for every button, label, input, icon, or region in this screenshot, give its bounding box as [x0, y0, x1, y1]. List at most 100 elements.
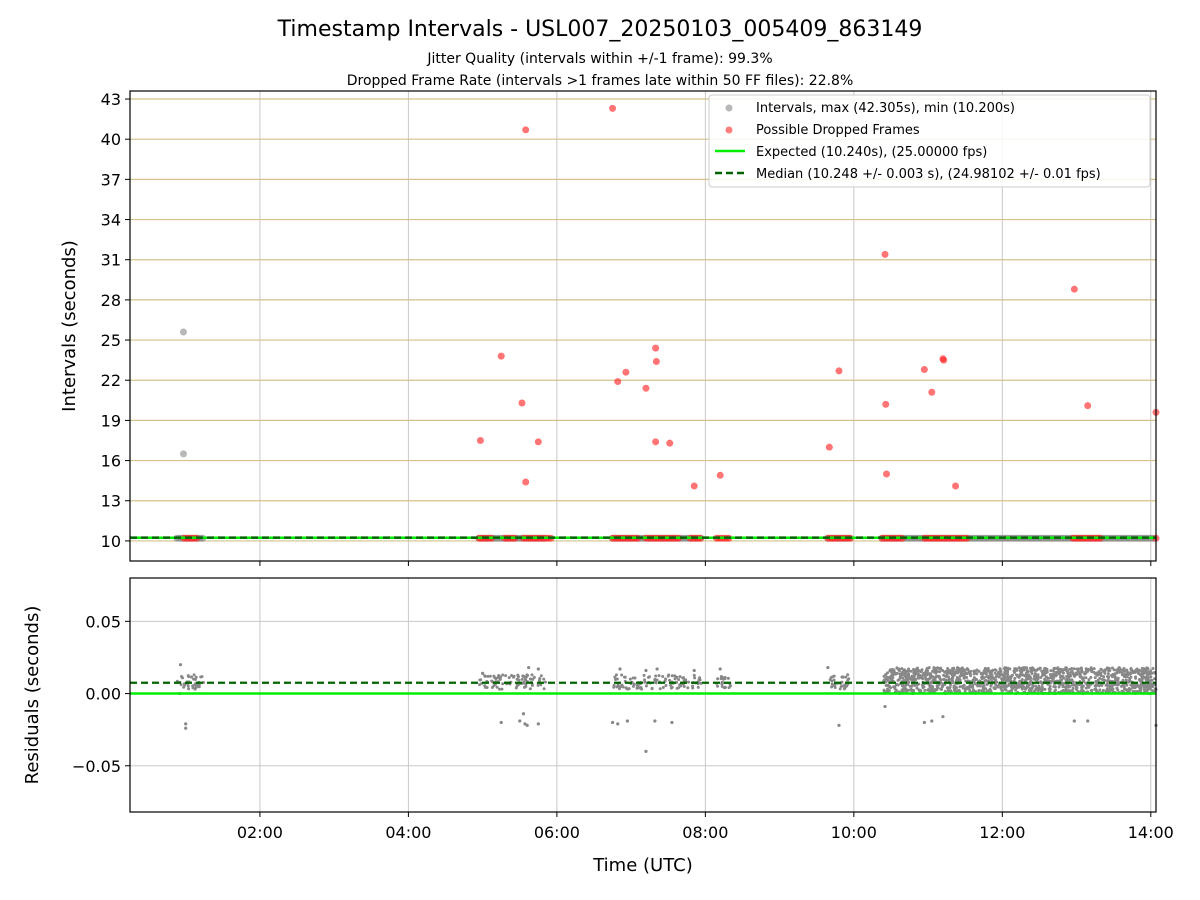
- residual-point: [953, 688, 957, 692]
- residual-point: [941, 684, 945, 688]
- residual-point: [1103, 669, 1107, 673]
- residual-point: [1020, 678, 1024, 682]
- residual-point: [989, 684, 993, 688]
- x-tick-label: 14:00: [1128, 823, 1174, 842]
- residual-point: [1133, 686, 1137, 690]
- residual-point: [536, 667, 540, 671]
- residual-point: [1065, 688, 1069, 692]
- residual-point: [1008, 675, 1012, 679]
- residual-point: [939, 687, 943, 691]
- residual-point: [904, 673, 908, 677]
- residual-point: [1120, 670, 1124, 674]
- residual-point: [963, 670, 967, 674]
- residual-point: [900, 667, 904, 671]
- residual-point: [640, 687, 644, 691]
- dropped-frame-point: [642, 384, 650, 392]
- residual-point: [655, 667, 659, 671]
- residual-point: [1066, 672, 1070, 676]
- top-y-axis-label: Intervals (seconds): [59, 240, 80, 412]
- residual-point: [527, 665, 531, 670]
- residual-point: [842, 687, 846, 691]
- dropped-frame-point: [825, 443, 833, 451]
- residual-point: [986, 667, 990, 671]
- residual-point: [485, 685, 489, 689]
- interval-point: [179, 328, 187, 336]
- residual-point: [516, 673, 520, 677]
- residual-point: [617, 687, 621, 691]
- residual-point: [1037, 685, 1041, 689]
- residual-point: [1079, 675, 1083, 679]
- residual-point: [1124, 678, 1128, 682]
- residual-point: [930, 719, 934, 723]
- residual-point: [723, 685, 727, 689]
- residual-point: [644, 749, 648, 753]
- residual-point: [830, 685, 834, 689]
- residual-point: [654, 674, 658, 678]
- x-tick-label: 02:00: [237, 823, 283, 842]
- residual-point: [1071, 686, 1075, 690]
- residual-point: [1065, 666, 1069, 670]
- residual-point: [726, 676, 730, 680]
- residual-point: [1039, 675, 1043, 679]
- residual-point: [1074, 671, 1078, 675]
- residual-point: [977, 669, 981, 673]
- residual-point: [927, 688, 931, 692]
- residual-point: [1006, 673, 1010, 677]
- residual-point: [643, 680, 647, 684]
- residual-point: [1106, 672, 1110, 676]
- residual-point: [620, 673, 624, 677]
- residual-point: [1116, 683, 1120, 687]
- residual-point: [1112, 668, 1116, 672]
- residual-point: [922, 685, 926, 689]
- residual-point: [958, 685, 962, 689]
- residual-point: [1006, 670, 1010, 674]
- residual-point: [677, 678, 681, 682]
- residual-point: [939, 681, 943, 685]
- residual-point: [1138, 684, 1142, 688]
- residual-point: [631, 676, 635, 680]
- residual-point: [908, 677, 912, 681]
- residual-point: [635, 686, 639, 690]
- residual-point: [1025, 674, 1029, 678]
- residual-point: [907, 680, 911, 684]
- residual-point: [1116, 688, 1120, 692]
- residual-point: [643, 678, 647, 682]
- residual-point: [947, 671, 951, 675]
- residual-point: [644, 668, 648, 673]
- residual-point: [1090, 670, 1094, 674]
- residual-point: [1037, 688, 1041, 692]
- residual-point: [179, 683, 183, 687]
- residual-point: [500, 687, 504, 691]
- residual-point: [985, 689, 989, 693]
- residual-point: [1003, 687, 1007, 691]
- residual-point: [1119, 684, 1123, 688]
- residual-point: [628, 677, 632, 681]
- residual-point: [1074, 683, 1078, 687]
- residual-point: [888, 684, 892, 688]
- residual-point: [692, 668, 696, 673]
- residual-point: [889, 669, 893, 673]
- residual-point: [844, 675, 848, 679]
- residual-point: [906, 688, 910, 692]
- residual-point: [644, 684, 648, 688]
- residual-point: [917, 676, 921, 680]
- residual-point: [543, 680, 547, 684]
- residual-point: [892, 670, 896, 674]
- residual-point: [668, 678, 672, 682]
- residual-point: [896, 667, 900, 671]
- residual-point: [1034, 687, 1038, 691]
- dropped-frame-point: [928, 388, 936, 396]
- residual-point: [995, 680, 999, 684]
- dropped-frame-point: [476, 436, 484, 444]
- residual-point: [1087, 685, 1091, 689]
- residual-point: [613, 675, 617, 679]
- residual-point: [971, 688, 975, 692]
- residual-point: [1010, 673, 1014, 677]
- residual-point: [915, 686, 919, 690]
- x-tick-label: 10:00: [831, 823, 877, 842]
- residual-point: [530, 683, 534, 687]
- residual-point: [934, 671, 938, 675]
- residual-point: [1024, 678, 1028, 682]
- residual-point: [530, 673, 534, 677]
- residual-point: [494, 677, 498, 681]
